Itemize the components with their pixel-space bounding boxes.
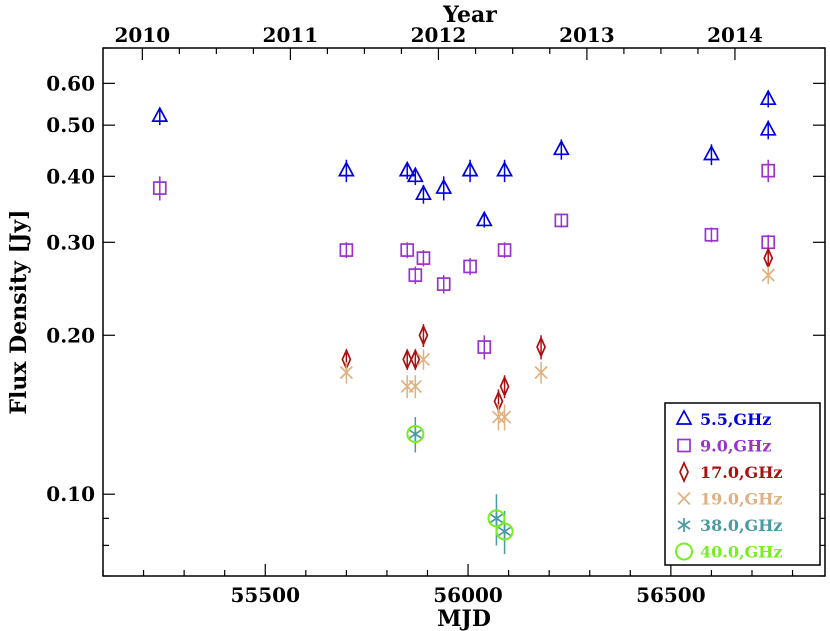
data-point-triangle: [759, 89, 777, 106]
data-point-x: [534, 365, 548, 380]
legend: 5.5,GHz 9.0,GHz 17.0,GHz 19.0,GHz 38.0,GHz 40…: [664, 402, 821, 566]
top-axis-title: Year: [442, 2, 497, 28]
data-point-diamond: [418, 324, 429, 347]
data-point-square: [497, 243, 512, 257]
data-point-x: [491, 410, 506, 424]
data-point-x: [339, 365, 353, 380]
data-point-triangle: [496, 160, 513, 177]
data-point-square: [408, 268, 423, 282]
axis-ticks: [102, 47, 825, 577]
legend-label: 5.5,GHz: [700, 410, 771, 429]
data-point-circle: [487, 509, 506, 528]
data-point-diamond: [499, 375, 510, 398]
data-point-triangle: [475, 210, 493, 227]
data-point-square: [704, 227, 719, 242]
data-point-square: [339, 243, 354, 257]
data-point-x: [416, 352, 431, 367]
data-point-triangle: [552, 139, 570, 156]
data-point-triangle: [337, 160, 355, 177]
x-tick-label: 56000: [433, 583, 503, 607]
legend-marker-x: [677, 491, 691, 506]
legend-marker-circle: [675, 542, 693, 561]
x-axis-title: MJD: [437, 606, 491, 631]
legend-label: 19.0,GHz: [700, 490, 782, 509]
data-point-square: [554, 213, 569, 228]
y-tick-label: 0.40: [46, 164, 95, 188]
legend-marker-triangle: [675, 409, 693, 425]
x-tick-label: 55500: [230, 583, 300, 607]
legend-label: 17.0,GHz: [700, 463, 782, 482]
legend-label: 9.0,GHz: [700, 437, 771, 456]
data-point-square: [761, 163, 776, 178]
data-point-asterisk: [498, 524, 512, 539]
data-point-triangle: [151, 106, 169, 123]
data-point-x: [408, 379, 422, 394]
data-point-square: [152, 181, 167, 195]
y-tick-label: 0.10: [46, 482, 95, 506]
plot-frame: [102, 47, 826, 577]
x-tick-label: 56500: [636, 583, 706, 607]
tick-labels: 55500 56000 56500 2010 2011 2012 2013 2014 0.10 0…: [46, 23, 763, 607]
data-point-diamond: [536, 335, 546, 359]
data-point-square: [463, 259, 477, 274]
data-point-triangle: [461, 160, 479, 177]
data-point-square: [400, 243, 415, 257]
data-point-diamond: [410, 348, 421, 371]
data-point-x: [761, 268, 775, 282]
data-point-asterisk: [408, 427, 422, 442]
data-point-asterisk: [489, 511, 503, 526]
y-tick-label: 0.20: [46, 323, 95, 347]
top-tick-label: 2013: [559, 23, 615, 47]
data-point-triangle: [415, 184, 432, 201]
top-tick-label: 2014: [707, 23, 763, 47]
data-point-circle: [495, 522, 514, 541]
legend-marker-diamond: [679, 460, 689, 484]
data-point-square: [477, 340, 492, 354]
top-tick-label: 2012: [411, 23, 467, 47]
data-marks: [151, 89, 777, 555]
legend-marker-asterisk: [677, 518, 691, 532]
legend-box: [664, 402, 821, 566]
y-axis-title: Flux Density [Jy]: [6, 209, 32, 414]
data-point-triangle: [398, 160, 416, 177]
legend-label: 38.0,GHz: [700, 516, 782, 535]
data-point-square: [416, 251, 431, 265]
data-point-diamond: [402, 348, 413, 371]
legend-label: 40.0,GHz: [700, 543, 782, 562]
data-point-square: [436, 277, 451, 291]
y-tick-label: 0.60: [46, 71, 95, 95]
y-tick-label: 0.50: [46, 113, 95, 137]
data-point-x: [497, 410, 512, 424]
top-tick-label: 2010: [115, 23, 171, 47]
data-point-triangle: [406, 166, 424, 183]
data-point-circle: [406, 425, 425, 444]
top-tick-label: 2011: [263, 23, 319, 47]
legend-marker-square: [677, 438, 691, 453]
data-point-triangle: [435, 178, 453, 194]
data-point-triangle: [703, 144, 720, 161]
data-point-triangle: [759, 119, 777, 136]
y-tick-label: 0.30: [46, 230, 95, 254]
